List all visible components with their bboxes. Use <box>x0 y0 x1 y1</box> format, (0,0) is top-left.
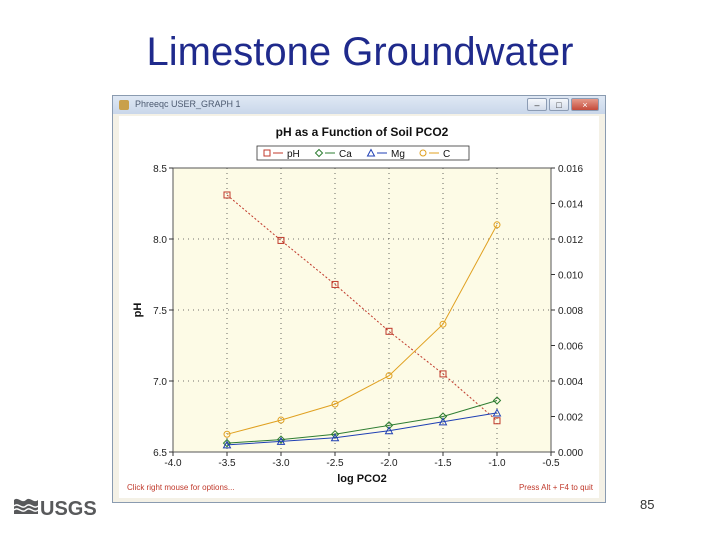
y2-tick-label: 0.014 <box>558 200 583 211</box>
chart-area[interactable]: pH as a Function of Soil PCO2 -4.0 -3.5 -3.… <box>119 116 599 498</box>
legend-marker <box>419 149 427 157</box>
slide-title: Limestone Groundwater <box>146 30 574 74</box>
app-icon <box>119 100 129 110</box>
data-point-marker <box>439 320 447 328</box>
data-point-marker <box>276 435 286 444</box>
usgs-logo: USGS <box>13 498 97 520</box>
chart-legend <box>256 145 470 161</box>
window-title: Phreeqc USER_GRAPH 1 <box>135 99 241 109</box>
data-point-marker <box>438 412 448 421</box>
data-point-marker <box>385 327 393 335</box>
data-point-marker <box>277 416 285 424</box>
y-tick-label: 8.0 <box>153 235 167 246</box>
y2-tick-label: 0.000 <box>558 448 583 459</box>
legend-marker <box>263 149 271 157</box>
y2-tick-label: 0.010 <box>558 271 583 282</box>
legend-marker <box>366 148 376 157</box>
x-tick-label: -0.5 <box>542 458 560 469</box>
chart-title: pH as a Function of Soil PCO2 <box>276 125 449 139</box>
maximize-button[interactable]: □ <box>549 98 569 111</box>
data-point-marker <box>331 400 339 408</box>
data-point-marker <box>493 417 501 425</box>
data-point-marker <box>276 436 286 445</box>
x-tick-label: -2.0 <box>380 458 398 469</box>
data-point-marker <box>384 421 394 430</box>
page-number: 85 <box>640 497 655 512</box>
data-point-marker <box>222 440 232 449</box>
y2-tick-label: 0.016 <box>558 164 583 175</box>
data-point-marker <box>438 417 448 426</box>
y-axis-label: pH <box>132 303 144 318</box>
data-point-marker <box>331 280 339 288</box>
chart-svg: pH as a Function of Soil PCO2 -4.0 -3.5 -3.… <box>127 125 594 492</box>
legend-marker <box>314 148 324 158</box>
series-line-mg <box>226 412 498 446</box>
footer-options-hint: Click right mouse for options... <box>127 483 235 492</box>
y-tick-label: 8.5 <box>153 164 167 175</box>
series-line-ph <box>226 194 498 422</box>
data-point-marker <box>384 426 394 435</box>
usgs-wave-icon <box>13 498 39 514</box>
data-point-marker <box>330 433 340 442</box>
data-point-marker <box>385 372 393 380</box>
data-point-marker <box>277 236 285 244</box>
x-axis-label: log PCO2 <box>337 473 387 485</box>
series-line-ca <box>226 400 498 444</box>
legend-label: Mg <box>391 149 405 160</box>
y2-tick-label: 0.012 <box>558 235 583 246</box>
y-tick-label: 7.5 <box>153 306 167 317</box>
legend-label: Ca <box>339 149 352 160</box>
close-button[interactable]: × <box>571 98 599 111</box>
minimize-button[interactable]: – <box>527 98 547 111</box>
y2-tick-label: 0.004 <box>558 377 583 388</box>
data-point-marker <box>222 438 232 448</box>
data-point-marker <box>439 370 447 378</box>
usgs-logo-text: USGS <box>40 498 97 520</box>
graph-window: Phreeqc USER_GRAPH 1 – □ × pH as a Funct… <box>112 95 606 503</box>
footer-quit-hint: Press Alt + F4 to quit <box>519 483 594 492</box>
x-tick-label: -1.0 <box>488 458 506 469</box>
window-titlebar[interactable]: Phreeqc USER_GRAPH 1 – □ × <box>113 96 605 114</box>
data-point-marker <box>223 191 231 199</box>
data-point-marker <box>492 408 502 417</box>
y-tick-label: 7.0 <box>153 377 167 388</box>
legend-label: C <box>443 149 450 160</box>
x-tick-label: -3.0 <box>272 458 290 469</box>
data-point-marker <box>492 396 502 405</box>
legend-label: pH <box>287 149 300 160</box>
x-tick-label: -4.0 <box>164 458 182 469</box>
data-point-marker <box>493 221 501 229</box>
series-line-c <box>226 224 498 435</box>
y2-tick-label: 0.006 <box>558 342 583 353</box>
data-point-marker <box>223 430 231 438</box>
x-tick-label: -2.5 <box>326 458 344 469</box>
y2-tick-label: 0.008 <box>558 306 583 317</box>
x-tick-label: -3.5 <box>218 458 236 469</box>
x-tick-label: -1.5 <box>434 458 452 469</box>
y2-tick-label: 0.002 <box>558 413 583 424</box>
plot-background <box>172 167 552 453</box>
y-tick-label: 6.5 <box>153 448 167 459</box>
